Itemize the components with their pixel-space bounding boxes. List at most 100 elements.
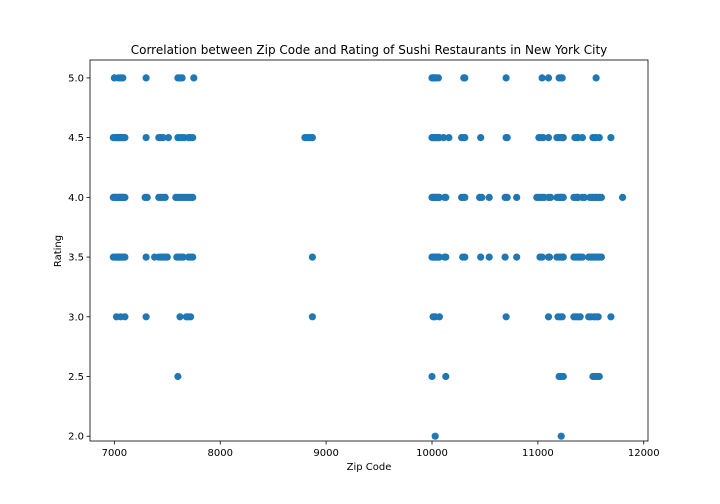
data-point xyxy=(461,134,469,142)
data-point xyxy=(308,253,316,261)
y-tick-label: 3.0 xyxy=(68,312,84,323)
data-point xyxy=(597,193,606,201)
data-point xyxy=(189,134,197,142)
data-point xyxy=(545,253,554,261)
x-tick-label: 9000 xyxy=(313,448,338,459)
x-tick-label: 8000 xyxy=(208,448,233,459)
data-point xyxy=(544,313,553,321)
x-tick-label: 7000 xyxy=(102,448,127,459)
data-point xyxy=(558,313,566,321)
data-point xyxy=(538,74,546,82)
data-point xyxy=(179,253,187,261)
data-point xyxy=(164,134,172,142)
data-point xyxy=(121,313,129,321)
data-point xyxy=(176,313,184,321)
y-tick-label: 2.5 xyxy=(68,372,84,383)
data-point xyxy=(558,74,566,82)
data-point xyxy=(428,372,436,381)
data-point xyxy=(434,74,442,82)
data-point xyxy=(559,134,567,142)
data-point xyxy=(595,372,603,381)
data-point xyxy=(580,193,589,201)
data-point xyxy=(592,74,600,82)
data-point xyxy=(142,253,150,261)
data-point xyxy=(559,193,567,201)
data-point xyxy=(559,253,567,261)
data-point xyxy=(161,193,169,201)
data-point xyxy=(578,253,587,261)
data-point xyxy=(559,372,567,381)
data-point xyxy=(308,313,316,321)
data-point xyxy=(121,193,129,201)
data-point xyxy=(503,134,511,142)
data-point xyxy=(547,193,555,201)
data-point xyxy=(189,193,197,201)
data-point xyxy=(178,74,186,82)
data-point xyxy=(187,313,195,321)
data-point xyxy=(503,193,511,201)
data-point xyxy=(538,253,546,261)
data-point xyxy=(308,134,316,142)
y-axis-label: Rating xyxy=(53,235,64,267)
data-point xyxy=(435,313,443,321)
chart-title: Correlation between Zip Code and Rating … xyxy=(131,43,608,57)
data-point xyxy=(513,253,521,261)
data-point xyxy=(143,193,151,201)
plot-frame xyxy=(89,59,649,442)
data-point xyxy=(461,74,469,82)
y-tick-label: 4.5 xyxy=(68,133,84,144)
data-point xyxy=(478,193,486,201)
y-tick-label: 2.0 xyxy=(68,432,84,443)
data-point xyxy=(485,193,493,201)
data-point xyxy=(442,193,450,201)
data-point xyxy=(477,134,485,142)
data-point xyxy=(619,193,627,201)
data-point xyxy=(502,74,510,82)
data-point xyxy=(461,193,469,201)
data-point xyxy=(597,253,606,261)
data-point xyxy=(189,253,197,261)
data-point xyxy=(142,134,150,142)
data-point xyxy=(539,134,547,142)
data-point xyxy=(501,253,509,261)
data-point xyxy=(431,432,439,440)
data-point xyxy=(594,313,602,321)
data-point xyxy=(445,134,453,142)
y-axis: 2.0 2.5 3.0 3.5 4.0 4.5 5.0 xyxy=(68,73,90,443)
x-tick-label: 11000 xyxy=(522,448,554,459)
data-point xyxy=(142,313,150,321)
data-point xyxy=(557,432,565,440)
data-point xyxy=(477,253,485,261)
y-tick-label: 4.0 xyxy=(68,193,84,204)
data-point xyxy=(461,253,469,261)
data-point xyxy=(607,134,615,142)
data-point xyxy=(142,74,150,82)
data-point xyxy=(440,134,448,142)
data-point xyxy=(442,253,450,261)
data-point xyxy=(190,74,198,82)
data-point xyxy=(485,253,493,261)
data-point xyxy=(578,134,587,142)
x-tick-label: 12000 xyxy=(628,448,660,459)
data-point xyxy=(119,74,127,82)
data-point xyxy=(435,193,443,201)
y-tick-label: 3.5 xyxy=(68,253,84,264)
data-point xyxy=(513,193,521,201)
data-point xyxy=(544,74,553,82)
data-point xyxy=(435,253,443,261)
data-points xyxy=(109,74,627,440)
data-point xyxy=(121,134,129,142)
data-point xyxy=(159,134,167,142)
data-point xyxy=(595,134,603,142)
y-tick-label: 5.0 xyxy=(68,73,84,84)
data-point xyxy=(576,313,584,321)
data-point xyxy=(607,313,615,321)
data-point xyxy=(442,372,450,381)
x-axis: 7000 8000 9000 10000 11000 12000 xyxy=(102,441,660,459)
x-axis-label: Zip Code xyxy=(347,462,392,473)
data-point xyxy=(163,253,171,261)
x-tick-label: 10000 xyxy=(416,448,448,459)
data-point xyxy=(174,372,182,381)
